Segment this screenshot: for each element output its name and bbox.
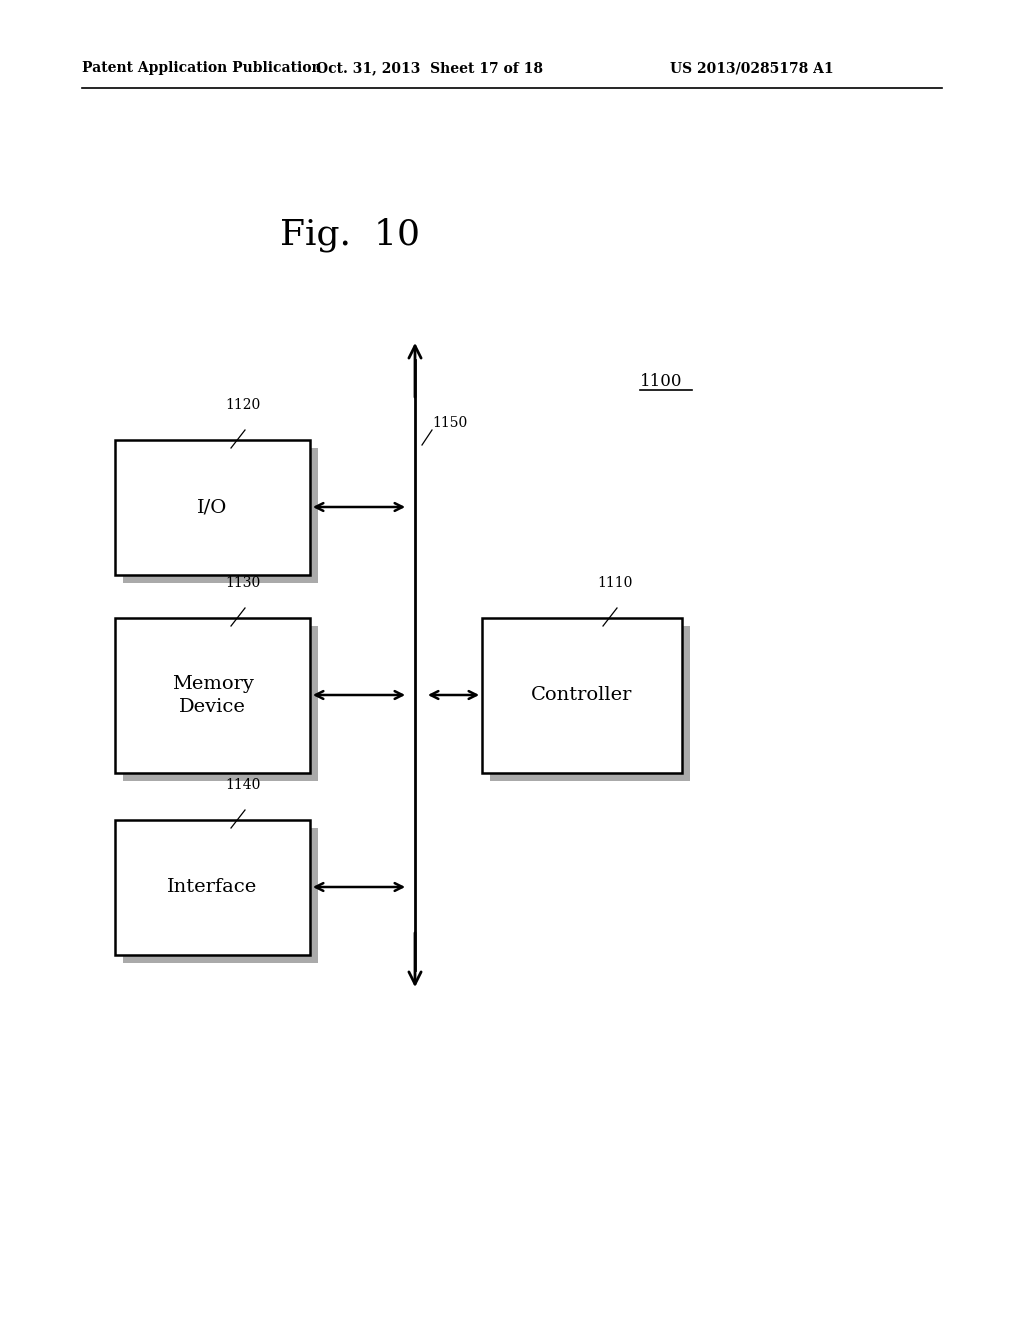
Text: 1110: 1110: [597, 576, 633, 590]
Text: 1120: 1120: [225, 399, 260, 412]
Text: Oct. 31, 2013  Sheet 17 of 18: Oct. 31, 2013 Sheet 17 of 18: [316, 61, 544, 75]
Text: 1100: 1100: [640, 374, 683, 389]
Text: 1140: 1140: [225, 777, 260, 792]
Bar: [123, 626, 318, 781]
Text: 1130: 1130: [225, 576, 260, 590]
Bar: [115, 618, 310, 774]
Bar: [115, 440, 310, 576]
Text: Interface: Interface: [167, 879, 258, 896]
Text: US 2013/0285178 A1: US 2013/0285178 A1: [670, 61, 834, 75]
Text: Controller: Controller: [531, 686, 633, 705]
Text: Patent Application Publication: Patent Application Publication: [82, 61, 322, 75]
Bar: [490, 626, 690, 781]
Bar: [482, 618, 682, 774]
Bar: [115, 820, 310, 954]
Text: I/O: I/O: [198, 499, 227, 516]
Text: 1150: 1150: [432, 416, 467, 430]
Text: Memory
Device: Memory Device: [172, 675, 253, 717]
Text: Fig.  10: Fig. 10: [280, 218, 420, 252]
Bar: [123, 828, 318, 964]
Bar: [123, 447, 318, 583]
